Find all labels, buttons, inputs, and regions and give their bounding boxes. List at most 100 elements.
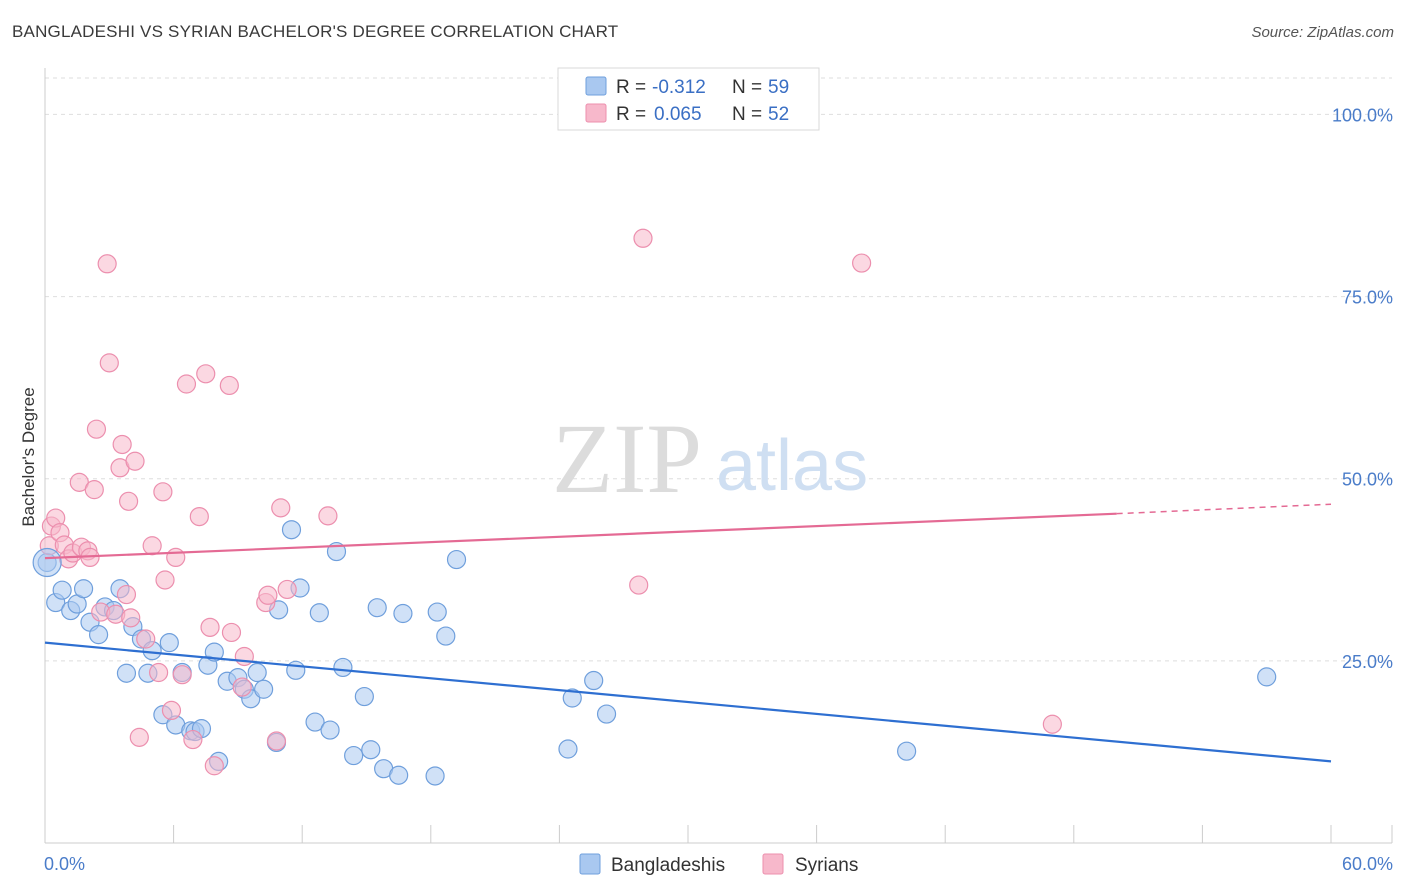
point-syrians — [142, 536, 162, 556]
bottom-legend: Bangladeshis Syrians — [579, 853, 858, 876]
chart-title: BANGLADESHI VS SYRIAN BACHELOR'S DEGREE … — [12, 22, 619, 41]
point-syrians — [86, 419, 107, 439]
point-syrians — [271, 498, 291, 518]
point-syrians — [277, 579, 297, 600]
point-syrians — [232, 677, 252, 697]
point-syrians — [129, 727, 149, 747]
point-bangladeshis — [309, 603, 329, 623]
x-tick-label-min: 0.0% — [44, 854, 85, 874]
point-bangladeshis — [897, 741, 917, 761]
point-syrians — [318, 506, 338, 526]
bottom-legend-swatch-syrians — [762, 853, 784, 875]
point-syrians — [136, 629, 156, 649]
bottom-legend-label-syrians: Syrians — [795, 855, 858, 876]
trend-layer — [44, 503, 1332, 763]
point-bangladeshis — [584, 670, 604, 691]
point-bangladeshis — [436, 626, 456, 646]
x-tick-label-max: 60.0% — [1342, 854, 1393, 874]
point-bangladeshis — [159, 633, 179, 653]
legend-r-label-1: R = — [616, 104, 646, 125]
trendline-syrians — [44, 512, 1117, 560]
y-axis-label: Bachelor's Degree — [19, 387, 38, 526]
trendline-extension-syrians — [1116, 503, 1332, 515]
point-bangladeshis — [1257, 667, 1277, 687]
legend-n-label-1: N = — [732, 104, 762, 125]
point-syrians — [118, 491, 139, 511]
point-bangladeshis — [354, 686, 374, 707]
point-syrians — [221, 622, 242, 643]
point-bangladeshis — [88, 625, 109, 645]
point-bangladeshis — [116, 663, 137, 683]
point-syrians — [121, 608, 141, 628]
point-bangladeshis — [333, 657, 353, 678]
grid-layer — [45, 77, 1392, 662]
point-syrians — [112, 434, 132, 455]
point-syrians — [172, 665, 192, 685]
bottom-legend-swatch-bangladeshis — [579, 853, 601, 875]
legend-r-value-1: 0.065 — [654, 104, 702, 125]
point-syrians — [84, 480, 104, 500]
point-bangladeshis — [389, 765, 409, 785]
point-bangladeshis — [427, 602, 447, 622]
point-syrians — [219, 375, 239, 396]
point-syrians — [99, 353, 119, 373]
point-bangladeshis — [281, 520, 302, 540]
trendline-bangladeshis — [44, 641, 1332, 763]
legend-box: R = -0.312 N = 59 R = 0.065 N = 52 — [557, 67, 820, 131]
tick-label-layer: 25.0% 50.0% 75.0% 100.0% 0.0% 60.0% — [44, 105, 1393, 874]
point-syrians — [97, 254, 117, 274]
point-bangladeshis — [305, 712, 325, 732]
point-bangladeshis — [393, 603, 413, 624]
point-bangladeshis — [367, 598, 387, 618]
point-bangladeshis — [247, 662, 267, 683]
legend-r-value-0: -0.312 — [652, 77, 706, 98]
watermark-zip: ZIP — [552, 403, 702, 514]
point-syrians — [633, 228, 653, 248]
point-bangladeshis-cluster — [32, 547, 62, 578]
point-syrians — [161, 700, 182, 721]
point-syrians — [153, 482, 173, 502]
points-layer — [32, 228, 1277, 786]
point-syrians — [258, 585, 278, 605]
point-syrians — [176, 374, 197, 394]
source-label: Source: ZipAtlas.com — [1251, 24, 1394, 41]
legend-n-value-0: 59 — [768, 77, 789, 98]
point-bangladeshis — [596, 704, 617, 724]
point-syrians — [196, 364, 216, 384]
legend-r-label-0: R = — [616, 77, 646, 98]
point-bangladeshis — [254, 679, 274, 699]
point-syrians — [148, 662, 169, 683]
point-bangladeshis — [52, 580, 72, 600]
legend-n-value-1: 52 — [768, 104, 789, 125]
point-syrians — [189, 506, 209, 527]
point-syrians — [166, 547, 186, 568]
point-bangladeshis — [446, 549, 467, 570]
point-syrians — [1042, 714, 1062, 734]
point-syrians — [629, 575, 649, 595]
point-bangladeshis — [344, 745, 364, 766]
watermark-atlas: atlas — [716, 426, 868, 506]
point-bangladeshis — [204, 642, 224, 662]
point-bangladeshis — [558, 739, 578, 759]
watermark: ZIP atlas — [552, 403, 868, 514]
point-syrians — [234, 646, 254, 667]
y-tick-label: 25.0% — [1342, 652, 1393, 672]
bottom-legend-label-bangladeshis: Bangladeshis — [611, 855, 725, 876]
point-syrians — [266, 731, 287, 751]
legend-swatch-bangladeshis — [585, 76, 607, 96]
point-syrians — [116, 584, 137, 605]
point-bangladeshis — [286, 660, 306, 680]
y-tick-label: 100.0% — [1332, 105, 1393, 125]
point-syrians — [125, 451, 145, 471]
point-syrians — [183, 729, 203, 750]
legend-n-label-0: N = — [732, 77, 762, 98]
point-bangladeshis — [73, 579, 94, 599]
point-bangladeshis — [562, 688, 582, 708]
legend-swatch-syrians — [585, 103, 607, 123]
y-tick-label: 50.0% — [1342, 470, 1393, 490]
point-syrians — [852, 253, 872, 273]
point-syrians — [204, 756, 224, 776]
y-tick-label: 75.0% — [1342, 288, 1393, 308]
point-syrians — [200, 617, 220, 637]
